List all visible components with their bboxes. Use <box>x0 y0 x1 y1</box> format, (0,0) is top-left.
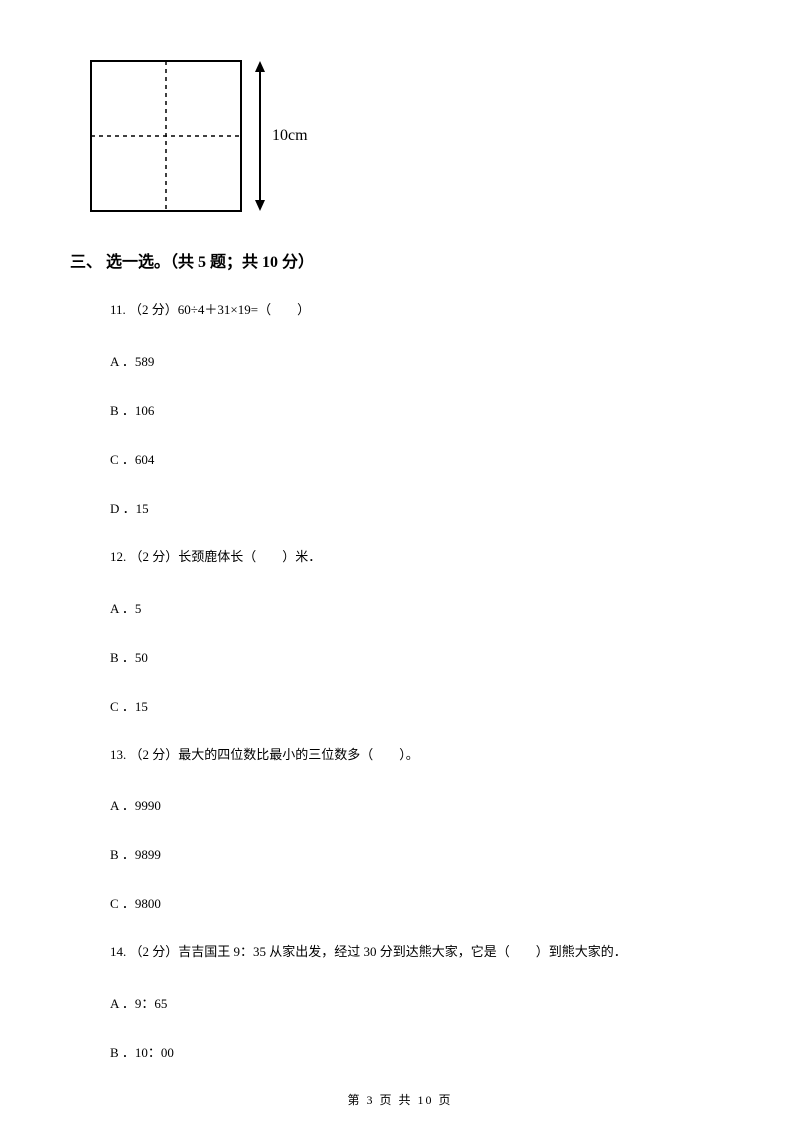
option: C ．15 <box>110 696 730 715</box>
dimension-label: 10cm <box>272 127 308 145</box>
section-heading: 三、 选一选。（共 5 题；共 10 分） <box>70 248 730 272</box>
option: D ．15 <box>110 498 730 517</box>
option: A ．5 <box>110 598 730 617</box>
option: A ．589 <box>110 351 730 370</box>
page-footer: 第 3 页 共 10 页 <box>0 1091 800 1108</box>
option: B ．50 <box>110 647 730 666</box>
option: B ．106 <box>110 400 730 419</box>
question-stem: 11. （2 分）60÷4＋31×19=（ ） <box>110 300 730 321</box>
dimension-indicator: 10cm <box>250 60 308 212</box>
option: A ．9990 <box>110 795 730 814</box>
option: C ．604 <box>110 449 730 468</box>
option: C ．9800 <box>110 893 730 912</box>
question-block: 13. （2 分）最大的四位数比最小的三位数多（ ）。 A ．9990 B ．9… <box>70 745 730 913</box>
question-stem: 12. （2 分）长颈鹿体长（ ）米． <box>110 547 730 568</box>
option: A ．9：65 <box>110 993 730 1012</box>
question-block: 12. （2 分）长颈鹿体长（ ）米． A ．5 B ．50 C ．15 <box>70 547 730 715</box>
question-block: 14. （2 分）吉吉国王 9：35 从家出发，经过 30 分到达熊大家，它是（… <box>70 942 730 1061</box>
question-stem: 14. （2 分）吉吉国王 9：35 从家出发，经过 30 分到达熊大家，它是（… <box>110 942 730 963</box>
square-diagram <box>90 60 242 212</box>
question-block: 11. （2 分）60÷4＋31×19=（ ） A ．589 B ．106 C … <box>70 300 730 517</box>
geometry-figure: 10cm <box>90 60 730 212</box>
question-stem: 13. （2 分）最大的四位数比最小的三位数多（ ）。 <box>110 745 730 766</box>
option: B ．9899 <box>110 844 730 863</box>
option: B ．10：00 <box>110 1042 730 1061</box>
dimension-arrow <box>250 60 270 212</box>
